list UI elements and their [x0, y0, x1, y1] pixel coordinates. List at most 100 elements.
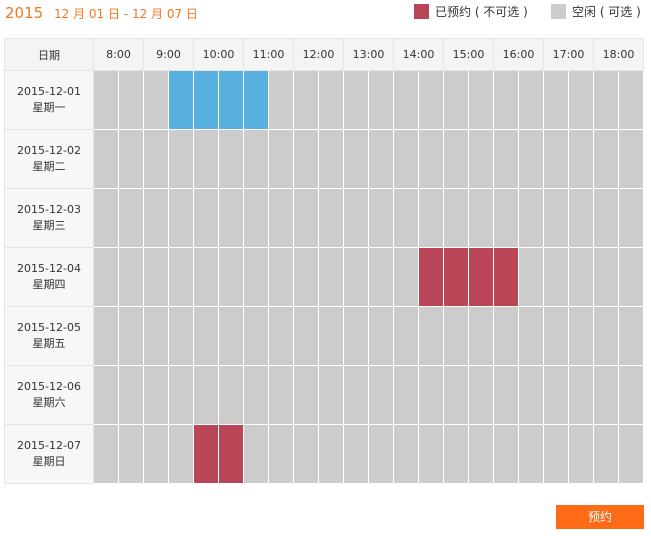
time-slot-free[interactable]: [543, 129, 569, 189]
time-slot-free[interactable]: [293, 129, 319, 189]
time-slot-free[interactable]: [93, 129, 119, 189]
time-slot-free[interactable]: [243, 306, 269, 366]
time-slot-free[interactable]: [543, 70, 569, 130]
time-slot-free[interactable]: [268, 188, 294, 248]
time-slot-free[interactable]: [593, 188, 619, 248]
time-slot-free[interactable]: [593, 70, 619, 130]
time-slot-free[interactable]: [443, 306, 469, 366]
time-slot-free[interactable]: [543, 365, 569, 425]
time-slot-free[interactable]: [343, 188, 369, 248]
time-slot-free[interactable]: [318, 424, 344, 484]
time-slot-free[interactable]: [468, 70, 494, 130]
time-slot-free[interactable]: [118, 70, 144, 130]
time-slot-free[interactable]: [268, 129, 294, 189]
time-slot-free[interactable]: [168, 188, 194, 248]
time-slot-free[interactable]: [568, 424, 594, 484]
time-slot-free[interactable]: [93, 424, 119, 484]
time-slot-free[interactable]: [618, 247, 644, 307]
time-slot-free[interactable]: [268, 424, 294, 484]
time-slot-free[interactable]: [268, 306, 294, 366]
time-slot-free[interactable]: [443, 188, 469, 248]
time-slot-free[interactable]: [293, 188, 319, 248]
time-slot-free[interactable]: [168, 129, 194, 189]
time-slot-free[interactable]: [118, 188, 144, 248]
time-slot-free[interactable]: [193, 247, 219, 307]
time-slot-free[interactable]: [218, 129, 244, 189]
time-slot-free[interactable]: [293, 70, 319, 130]
time-slot-free[interactable]: [118, 365, 144, 425]
time-slot-free[interactable]: [118, 306, 144, 366]
time-slot-free[interactable]: [243, 188, 269, 248]
time-slot-free[interactable]: [93, 365, 119, 425]
time-slot-free[interactable]: [393, 188, 419, 248]
time-slot-free[interactable]: [493, 70, 519, 130]
time-slot-free[interactable]: [393, 424, 419, 484]
time-slot-free[interactable]: [193, 365, 219, 425]
time-slot-free[interactable]: [568, 188, 594, 248]
time-slot-free[interactable]: [368, 365, 394, 425]
time-slot-free[interactable]: [393, 365, 419, 425]
time-slot-free[interactable]: [368, 70, 394, 130]
time-slot-selected[interactable]: [193, 70, 219, 130]
time-slot-free[interactable]: [143, 306, 169, 366]
time-slot-free[interactable]: [343, 306, 369, 366]
time-slot-free[interactable]: [293, 306, 319, 366]
time-slot-free[interactable]: [143, 424, 169, 484]
time-slot-free[interactable]: [268, 365, 294, 425]
time-slot-free[interactable]: [393, 306, 419, 366]
time-slot-free[interactable]: [343, 365, 369, 425]
time-slot-free[interactable]: [593, 365, 619, 425]
time-slot-free[interactable]: [518, 365, 544, 425]
time-slot-free[interactable]: [143, 70, 169, 130]
time-slot-free[interactable]: [368, 306, 394, 366]
time-slot-free[interactable]: [543, 306, 569, 366]
time-slot-free[interactable]: [393, 129, 419, 189]
time-slot-free[interactable]: [618, 70, 644, 130]
time-slot-free[interactable]: [243, 365, 269, 425]
time-slot-free[interactable]: [393, 247, 419, 307]
time-slot-free[interactable]: [393, 70, 419, 130]
time-slot-free[interactable]: [368, 129, 394, 189]
time-slot-free[interactable]: [343, 247, 369, 307]
time-slot-free[interactable]: [143, 188, 169, 248]
time-slot-free[interactable]: [343, 424, 369, 484]
time-slot-free[interactable]: [418, 365, 444, 425]
time-slot-free[interactable]: [518, 247, 544, 307]
time-slot-free[interactable]: [443, 424, 469, 484]
time-slot-free[interactable]: [118, 424, 144, 484]
time-slot-free[interactable]: [518, 129, 544, 189]
time-slot-free[interactable]: [243, 247, 269, 307]
time-slot-free[interactable]: [493, 306, 519, 366]
time-slot-free[interactable]: [93, 247, 119, 307]
time-slot-free[interactable]: [118, 247, 144, 307]
time-slot-free[interactable]: [343, 129, 369, 189]
time-slot-free[interactable]: [543, 188, 569, 248]
time-slot-free[interactable]: [568, 306, 594, 366]
time-slot-free[interactable]: [618, 129, 644, 189]
time-slot-free[interactable]: [543, 247, 569, 307]
time-slot-free[interactable]: [418, 424, 444, 484]
time-slot-free[interactable]: [518, 306, 544, 366]
time-slot-free[interactable]: [468, 129, 494, 189]
time-slot-free[interactable]: [418, 188, 444, 248]
time-slot-free[interactable]: [193, 188, 219, 248]
time-slot-free[interactable]: [418, 70, 444, 130]
time-slot-free[interactable]: [243, 424, 269, 484]
time-slot-free[interactable]: [568, 70, 594, 130]
time-slot-free[interactable]: [343, 70, 369, 130]
time-slot-free[interactable]: [468, 365, 494, 425]
time-slot-free[interactable]: [543, 424, 569, 484]
time-slot-free[interactable]: [218, 306, 244, 366]
reserve-button[interactable]: 预约: [556, 505, 644, 529]
time-slot-free[interactable]: [268, 247, 294, 307]
time-slot-free[interactable]: [318, 247, 344, 307]
time-slot-free[interactable]: [593, 306, 619, 366]
time-slot-free[interactable]: [368, 247, 394, 307]
time-slot-free[interactable]: [593, 247, 619, 307]
time-slot-free[interactable]: [168, 247, 194, 307]
time-slot-free[interactable]: [618, 188, 644, 248]
time-slot-free[interactable]: [318, 365, 344, 425]
time-slot-free[interactable]: [168, 424, 194, 484]
time-slot-free[interactable]: [493, 424, 519, 484]
time-slot-free[interactable]: [468, 306, 494, 366]
